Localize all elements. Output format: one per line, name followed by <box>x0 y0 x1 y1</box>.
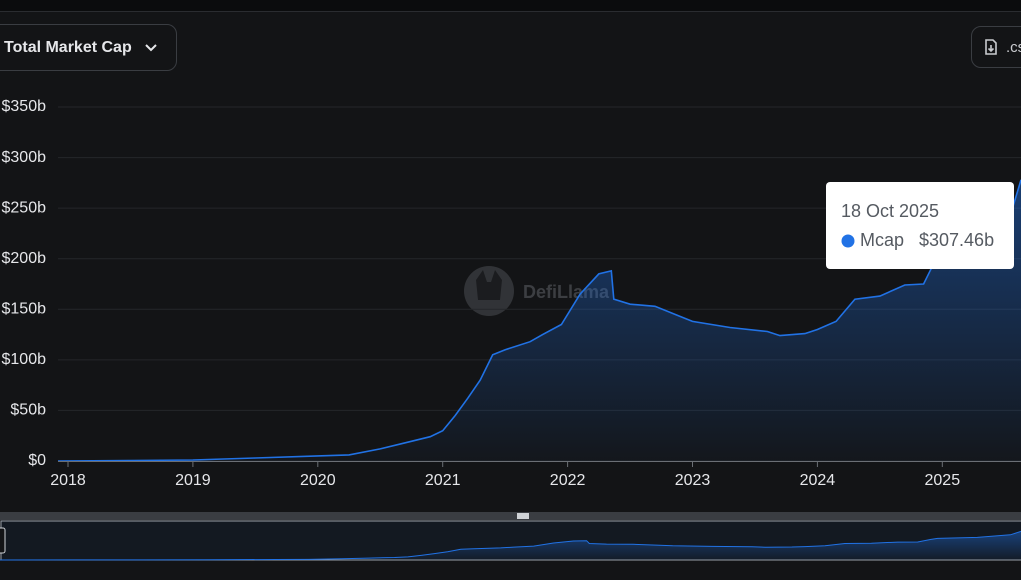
metric-selector[interactable]: Total Market Cap <box>0 24 177 71</box>
y-tick-label: $50b <box>10 402 46 419</box>
navigator-track <box>0 512 1021 520</box>
csv-download-button[interactable]: .csv <box>971 26 1021 68</box>
metric-selector-label: Total Market Cap <box>4 38 132 56</box>
y-tick-label: $350b <box>2 98 47 115</box>
x-tick-label: 2019 <box>175 472 211 489</box>
download-icon <box>985 39 997 55</box>
top-bar <box>0 0 1021 12</box>
navigator-handle[interactable] <box>517 513 529 519</box>
x-tick-label: 2021 <box>425 472 461 489</box>
y-tick-label: $150b <box>2 301 47 318</box>
y-tick-label: $100b <box>2 351 47 368</box>
tooltip-date: 18 Oct 2025 <box>841 201 939 221</box>
y-tick-label: $250b <box>2 199 47 216</box>
navigator-left-handle[interactable] <box>0 527 6 554</box>
x-tick-label: 2022 <box>550 472 586 489</box>
tooltip-series-name: Mcap <box>860 230 904 250</box>
tooltip-marker <box>841 234 855 248</box>
x-tick-label: 2025 <box>925 472 961 489</box>
y-tick-label: $200b <box>2 250 47 267</box>
y-tick-label: $300b <box>2 149 47 166</box>
area <box>0 531 1021 560</box>
tooltip-box <box>826 182 1014 269</box>
area <box>58 179 1021 462</box>
csv-download-label: .csv <box>1006 38 1021 56</box>
x-tick-label: 2020 <box>300 472 336 489</box>
tooltip-value: $307.46b <box>919 230 994 250</box>
chevron-icon <box>145 43 157 51</box>
x-tick-label: 2024 <box>800 472 836 489</box>
line <box>0 530 1021 561</box>
tooltip: 18 Oct 2025 Mcap $307.46b <box>826 182 1014 269</box>
x-tick-label: 2023 <box>675 472 711 489</box>
y-tick-label: $0 <box>28 452 46 469</box>
x-tick-label: 2018 <box>50 472 86 489</box>
line <box>58 179 1021 462</box>
